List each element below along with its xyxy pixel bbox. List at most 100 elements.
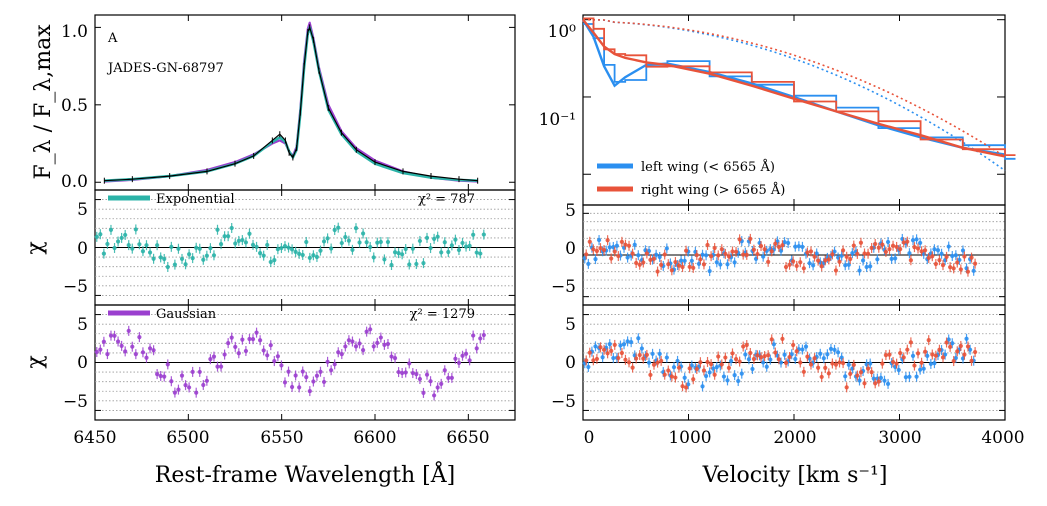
residual-point [439, 381, 444, 386]
residual-point [666, 262, 671, 267]
residual-point [446, 375, 451, 381]
residual-point [625, 255, 630, 260]
residual-point [151, 348, 156, 353]
residual-point [896, 367, 901, 373]
residual-point [769, 337, 774, 342]
spectrum-series-gaussian [104, 21, 478, 183]
residual-point [801, 266, 806, 271]
residual-point [830, 252, 835, 257]
residual-point [272, 258, 277, 263]
residual-point [637, 262, 642, 267]
r1-ytick-5: 5 [565, 201, 576, 221]
residual-point [812, 254, 817, 259]
residual-point [808, 362, 814, 367]
residual-point [798, 260, 803, 265]
residual-point [233, 241, 238, 246]
residual-point [826, 257, 831, 262]
right-residual-1-plot-area [582, 205, 1006, 305]
residual-point [657, 351, 662, 356]
residual-point [714, 260, 719, 265]
left-xtick-6650: 6650 [446, 428, 489, 448]
residual-point [705, 242, 710, 248]
residual-point [172, 262, 177, 267]
residual-point [621, 342, 627, 347]
residual-point [712, 245, 717, 251]
residual-point [265, 353, 270, 358]
residual-point [616, 253, 621, 259]
residual-point [584, 358, 589, 363]
right-xtick-4000: 4000 [981, 428, 1024, 448]
residual-point [240, 237, 245, 243]
residual-point [586, 364, 591, 370]
residual-point [794, 349, 799, 354]
residual-point [755, 353, 760, 358]
residual-point [721, 374, 727, 379]
right-xlabel: Velocity [km s⁻¹] [702, 463, 888, 488]
residual-point [694, 252, 699, 258]
residual-point [659, 358, 664, 363]
residual-point [596, 237, 602, 243]
residual-point [297, 385, 302, 390]
left-xtick-6500: 6500 [166, 428, 209, 448]
left-xtick-6550: 6550 [260, 428, 303, 448]
residual-point [130, 344, 135, 349]
residual-point [680, 264, 685, 270]
residual-point [903, 375, 908, 380]
residual-point [204, 378, 209, 383]
residual-point [460, 353, 465, 358]
residual-point [773, 350, 778, 355]
residual-point [179, 256, 185, 262]
residual-point [648, 372, 653, 378]
residual-point [208, 357, 213, 362]
residual-point [286, 369, 291, 374]
velocity-ytick-1e0: 10⁰ [548, 22, 577, 42]
r2-ytick-5: 5 [565, 315, 576, 335]
residual-point [944, 340, 949, 345]
residual-point [910, 238, 916, 243]
residual-point [875, 257, 880, 262]
residual-point [403, 246, 408, 252]
residual-point [254, 244, 259, 249]
residual-point [782, 352, 787, 357]
residual-point [890, 243, 896, 248]
residual-point [215, 364, 220, 369]
residual-point [880, 242, 885, 247]
residual-point [691, 265, 696, 270]
residual-point [973, 349, 978, 355]
residual-point [771, 342, 776, 347]
residual-point [318, 248, 323, 253]
residual-point [962, 254, 967, 259]
residual-point [623, 242, 628, 247]
residual-point [648, 257, 653, 262]
residual-point [651, 362, 657, 367]
residual-point [126, 243, 131, 248]
exp-chi2-label: χ² = 787 [418, 192, 475, 207]
residual-point [675, 358, 680, 364]
residual-point [385, 341, 391, 347]
exp-ytick-5: 5 [77, 200, 88, 220]
residual-point [898, 350, 903, 356]
residual-point [811, 263, 816, 268]
residual-point [703, 373, 709, 379]
residual-point [750, 366, 755, 372]
residual-point [787, 262, 792, 267]
residual-point [830, 361, 835, 366]
residual-point [958, 267, 963, 272]
residual-point [350, 247, 355, 252]
exp-residual-plot-area [94, 190, 515, 305]
residual-point [887, 247, 892, 252]
right-xtick-0: 0 [584, 428, 595, 448]
residual-point [719, 247, 724, 252]
velocity-panel-frame [582, 14, 1006, 206]
residual-point [279, 245, 284, 251]
residual-point [382, 342, 387, 347]
residual-point [133, 352, 138, 357]
residual-point [591, 247, 596, 252]
residual-point [923, 248, 928, 253]
residual-point [609, 348, 614, 353]
residual-point [275, 247, 280, 252]
residual-point [646, 360, 652, 365]
residual-point [98, 232, 103, 237]
residual-point [115, 239, 121, 244]
residual-point [123, 232, 128, 238]
